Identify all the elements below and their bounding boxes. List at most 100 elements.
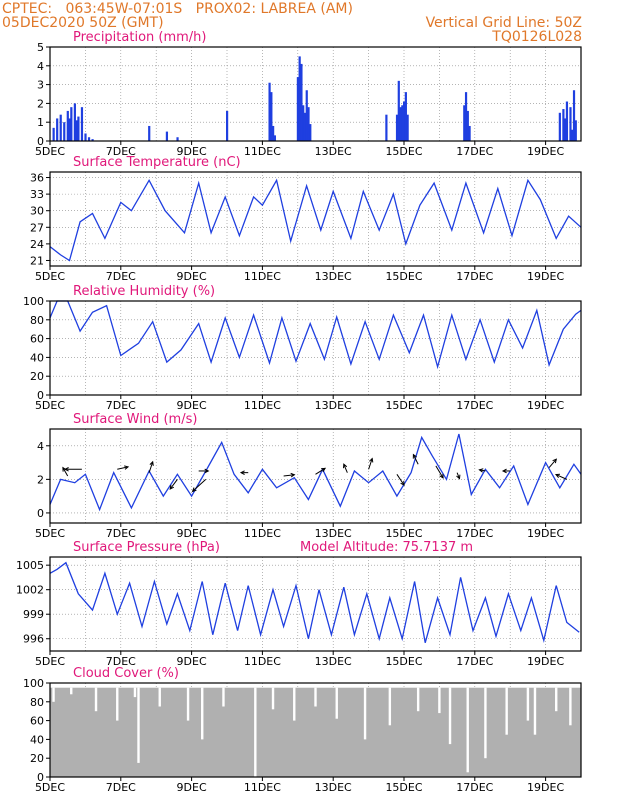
y-tick-label: 2 (37, 473, 44, 486)
x-tick-label: 9DEC (177, 655, 207, 668)
wind-vector-head (169, 484, 175, 490)
precip-bar (397, 80, 400, 141)
x-tick-label: 15DEC (385, 655, 422, 668)
precip-bar (385, 114, 388, 141)
wind-vector-head (239, 470, 245, 475)
precip-bar (272, 125, 275, 141)
header-line3-right: TQ0126L028 (492, 29, 582, 45)
precip-bar (270, 92, 273, 141)
wind-vector-head (124, 465, 130, 470)
precip-bar (268, 82, 271, 141)
precip-bar (70, 107, 73, 141)
x-tick-label: 17DEC (456, 399, 493, 412)
precip-bar (68, 118, 71, 141)
precip-bar (399, 107, 402, 141)
x-tick-label: 7DEC (106, 270, 136, 283)
y-tick-label: 0 (37, 507, 44, 520)
panel-title: Surface Pressure (hPa) (73, 540, 220, 555)
cloud-cover-gap (448, 687, 452, 745)
cloud-cover-gap (52, 687, 55, 702)
panel-frame (49, 46, 582, 142)
panel-title: Surface Temperature (nC) (73, 155, 241, 170)
cloud-cover-gap (293, 687, 296, 721)
wind-vector-head (554, 473, 561, 479)
y-tick-label: 0 (37, 389, 44, 402)
x-tick-label: 13DEC (315, 145, 352, 158)
y-tick-label: 3 (37, 79, 44, 92)
precip-bar (80, 107, 84, 141)
wind-vector (412, 454, 419, 465)
wind-vector-head (290, 472, 296, 478)
precip-bar (148, 125, 151, 141)
precip-bar (307, 107, 310, 141)
precip-bar (73, 103, 76, 141)
y-tick-label: 999 (23, 608, 44, 621)
x-tick-label: 19DEC (527, 781, 564, 794)
precip-bar (464, 92, 468, 141)
series-line (49, 300, 582, 370)
wind-vector (117, 466, 129, 470)
cloud-cover-gap (201, 687, 204, 740)
x-tick-label: 9DEC (177, 781, 207, 794)
y-tick-label: 1002 (16, 584, 44, 597)
x-tick-label: 11DEC (244, 270, 281, 283)
x-tick-label: 11DEC (244, 145, 281, 158)
cloud-cover-gap (271, 687, 275, 710)
wind-vector (548, 458, 557, 468)
x-tick-label: 17DEC (456, 145, 493, 158)
y-tick-label: 40 (30, 351, 44, 364)
cloud-cover-gap (466, 687, 469, 773)
precip-bar (87, 137, 91, 141)
cloud-cover-gap (569, 687, 572, 726)
x-tick-label: 9DEC (177, 527, 207, 540)
precip-bar (401, 105, 404, 141)
wind-vector (343, 464, 348, 473)
wind-vector (368, 458, 373, 470)
cloud-cover-gap (314, 687, 317, 707)
cloud-cover-gap (526, 687, 530, 721)
wind-vector-head (321, 467, 327, 473)
wind-vector-head (369, 457, 374, 463)
precip-bar (468, 125, 471, 141)
precip-bar (75, 120, 78, 141)
precip-bar (572, 90, 576, 141)
precip-bar (574, 120, 577, 141)
y-tick-label: 40 (30, 733, 44, 746)
x-tick-label: 13DEC (315, 399, 352, 412)
x-tick-label: 13DEC (315, 781, 352, 794)
precip-bar (309, 124, 312, 141)
x-tick-label: 19DEC (527, 399, 564, 412)
header-line2-left: 05DEC2020 50Z (GMT) (2, 15, 164, 31)
y-tick-label: 4 (37, 440, 44, 453)
y-tick-label: 996 (23, 633, 44, 646)
x-tick-label: 13DEC (315, 270, 352, 283)
wind-vector-head (343, 463, 348, 469)
y-tick-label: 20 (30, 370, 44, 383)
panel-frame (49, 171, 582, 267)
panel-frame (49, 682, 582, 778)
wind-vector-head (400, 481, 405, 486)
precip-bar (565, 101, 569, 141)
precip-bar (91, 139, 94, 141)
panel-frame (49, 556, 582, 652)
precip-bar (52, 127, 55, 141)
wind-vector-head (439, 473, 444, 479)
y-tick-label: 4 (37, 60, 44, 73)
precip-bar (564, 118, 567, 141)
x-tick-label: 17DEC (456, 655, 493, 668)
cloud-cover-gap (254, 687, 257, 777)
y-tick-label: 0 (37, 771, 44, 784)
x-tick-label: 9DEC (177, 145, 207, 158)
panel-title: Cloud Cover (%) (73, 666, 179, 681)
precip-bar (395, 114, 399, 141)
wind-vector-head (456, 474, 461, 480)
header-line1-left: CPTEC: 063:45W-07:01S PROX02: LABREA (AM… (2, 1, 353, 17)
x-tick-label: 11DEC (244, 655, 281, 668)
x-tick-label: 19DEC (527, 527, 564, 540)
precip-bar (404, 92, 407, 141)
precip-bar (63, 122, 66, 141)
panel-title: Surface Wind (m/s) (73, 412, 197, 427)
precip-bar (77, 116, 80, 141)
wind-vector (555, 474, 568, 480)
series-line (49, 178, 582, 262)
